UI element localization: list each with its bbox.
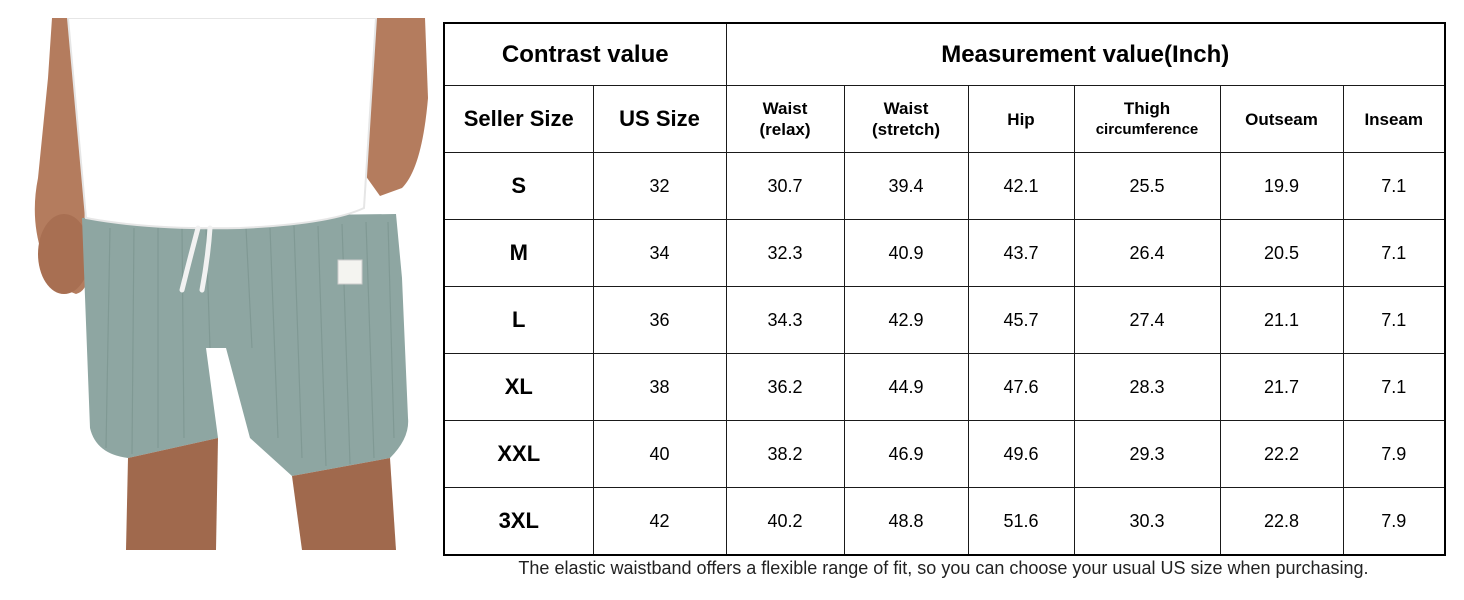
- col-thigh-line2: circumference: [1095, 121, 1199, 138]
- inseam-cell: 7.9: [1342, 487, 1446, 556]
- shorts: [82, 214, 409, 476]
- seller-size-cell: L: [443, 286, 594, 354]
- table-row: 3XL 42 40.2 48.8 51.6 30.3 22.8 7.9: [443, 487, 1446, 556]
- left-leg: [126, 438, 218, 550]
- seller-size-cell: M: [443, 219, 594, 287]
- table-row: M 34 32.3 40.9 43.7 26.4 20.5 7.1: [443, 219, 1446, 287]
- seller-size-cell: XL: [443, 353, 594, 421]
- waist-stretch-cell: 46.9: [843, 420, 969, 488]
- waist-relax-cell: 32.3: [725, 219, 845, 287]
- col-inseam: Inseam: [1342, 85, 1446, 153]
- outseam-cell: 21.7: [1219, 353, 1344, 421]
- contrast-value-header: Contrast value: [443, 22, 727, 86]
- col-waist-stretch-line1: Waist: [883, 99, 929, 118]
- inseam-cell: 7.1: [1342, 219, 1446, 287]
- hip-cell: 42.1: [967, 152, 1075, 220]
- label-patch: [337, 259, 363, 285]
- col-us-size: US Size: [592, 85, 727, 153]
- col-waist-relax: Waist (relax): [725, 85, 845, 153]
- table-row: XL 38 36.2 44.9 47.6 28.3 21.7 7.1: [443, 353, 1446, 421]
- drawstring: [179, 225, 213, 293]
- table-row: XXL 40 38.2 46.9 49.6 29.3 22.2 7.9: [443, 420, 1446, 488]
- thigh-cell: 26.4: [1073, 219, 1221, 287]
- waist-relax-cell: 34.3: [725, 286, 845, 354]
- col-thigh-line1: Thigh: [1123, 99, 1171, 118]
- waist-relax-cell: 30.7: [725, 152, 845, 220]
- waist-relax-cell: 36.2: [725, 353, 845, 421]
- col-waist-stretch: Waist (stretch): [843, 85, 969, 153]
- col-seller-size: Seller Size: [443, 85, 594, 153]
- us-size-cell: 32: [592, 152, 727, 220]
- us-size-cell: 40: [592, 420, 727, 488]
- col-thigh: Thigh circumference: [1073, 85, 1221, 153]
- waist-stretch-cell: 39.4: [843, 152, 969, 220]
- seller-size-cell: XXL: [443, 420, 594, 488]
- outseam-cell: 20.5: [1219, 219, 1344, 287]
- hip-cell: 49.6: [967, 420, 1075, 488]
- us-size-cell: 38: [592, 353, 727, 421]
- t-shirt: [66, 17, 378, 230]
- thigh-cell: 27.4: [1073, 286, 1221, 354]
- outseam-cell: 21.1: [1219, 286, 1344, 354]
- waist-stretch-cell: 42.9: [843, 286, 969, 354]
- fit-note: The elastic waistband offers a flexible …: [518, 558, 1369, 578]
- outseam-cell: 22.8: [1219, 487, 1344, 556]
- us-size-cell: 42: [592, 487, 727, 556]
- table-row: L 36 34.3 42.9 45.7 27.4 21.1 7.1: [443, 286, 1446, 354]
- col-hip: Hip: [967, 85, 1075, 153]
- inseam-cell: 7.1: [1342, 286, 1446, 354]
- hip-cell: 43.7: [967, 219, 1075, 287]
- table-row: S 32 30.7 39.4 42.1 25.5 19.9 7.1: [443, 152, 1446, 220]
- thigh-cell: 29.3: [1073, 420, 1221, 488]
- thigh-cell: 30.3: [1073, 487, 1221, 556]
- thigh-cell: 25.5: [1073, 152, 1221, 220]
- hip-cell: 47.6: [967, 353, 1075, 421]
- outseam-cell: 22.2: [1219, 420, 1344, 488]
- col-outseam: Outseam: [1219, 85, 1344, 153]
- inseam-cell: 7.1: [1342, 353, 1446, 421]
- waist-stretch-cell: 40.9: [843, 219, 969, 287]
- us-size-cell: 34: [592, 219, 727, 287]
- right-leg: [292, 458, 396, 550]
- col-waist-relax-line1: Waist: [762, 99, 808, 118]
- measurement-value-header: Measurement value(Inch): [725, 22, 1446, 86]
- waist-relax-cell: 40.2: [725, 487, 845, 556]
- hip-cell: 51.6: [967, 487, 1075, 556]
- inseam-cell: 7.9: [1342, 420, 1446, 488]
- col-waist-stretch-line2: (stretch): [871, 120, 940, 139]
- outseam-cell: 19.9: [1219, 152, 1344, 220]
- product-photo: [30, 17, 435, 550]
- inseam-cell: 7.1: [1342, 152, 1446, 220]
- size-chart: Contrast value Measurement value(Inch) S…: [443, 22, 1446, 556]
- us-size-cell: 36: [592, 286, 727, 354]
- waist-stretch-cell: 48.8: [843, 487, 969, 556]
- waist-relax-cell: 38.2: [725, 420, 845, 488]
- hip-cell: 45.7: [967, 286, 1075, 354]
- thigh-cell: 28.3: [1073, 353, 1221, 421]
- seller-size-cell: 3XL: [443, 487, 594, 556]
- right-arm: [360, 18, 428, 196]
- seller-size-cell: S: [443, 152, 594, 220]
- left-hand: [38, 214, 90, 294]
- col-waist-relax-line2: (relax): [759, 120, 811, 139]
- waist-stretch-cell: 44.9: [843, 353, 969, 421]
